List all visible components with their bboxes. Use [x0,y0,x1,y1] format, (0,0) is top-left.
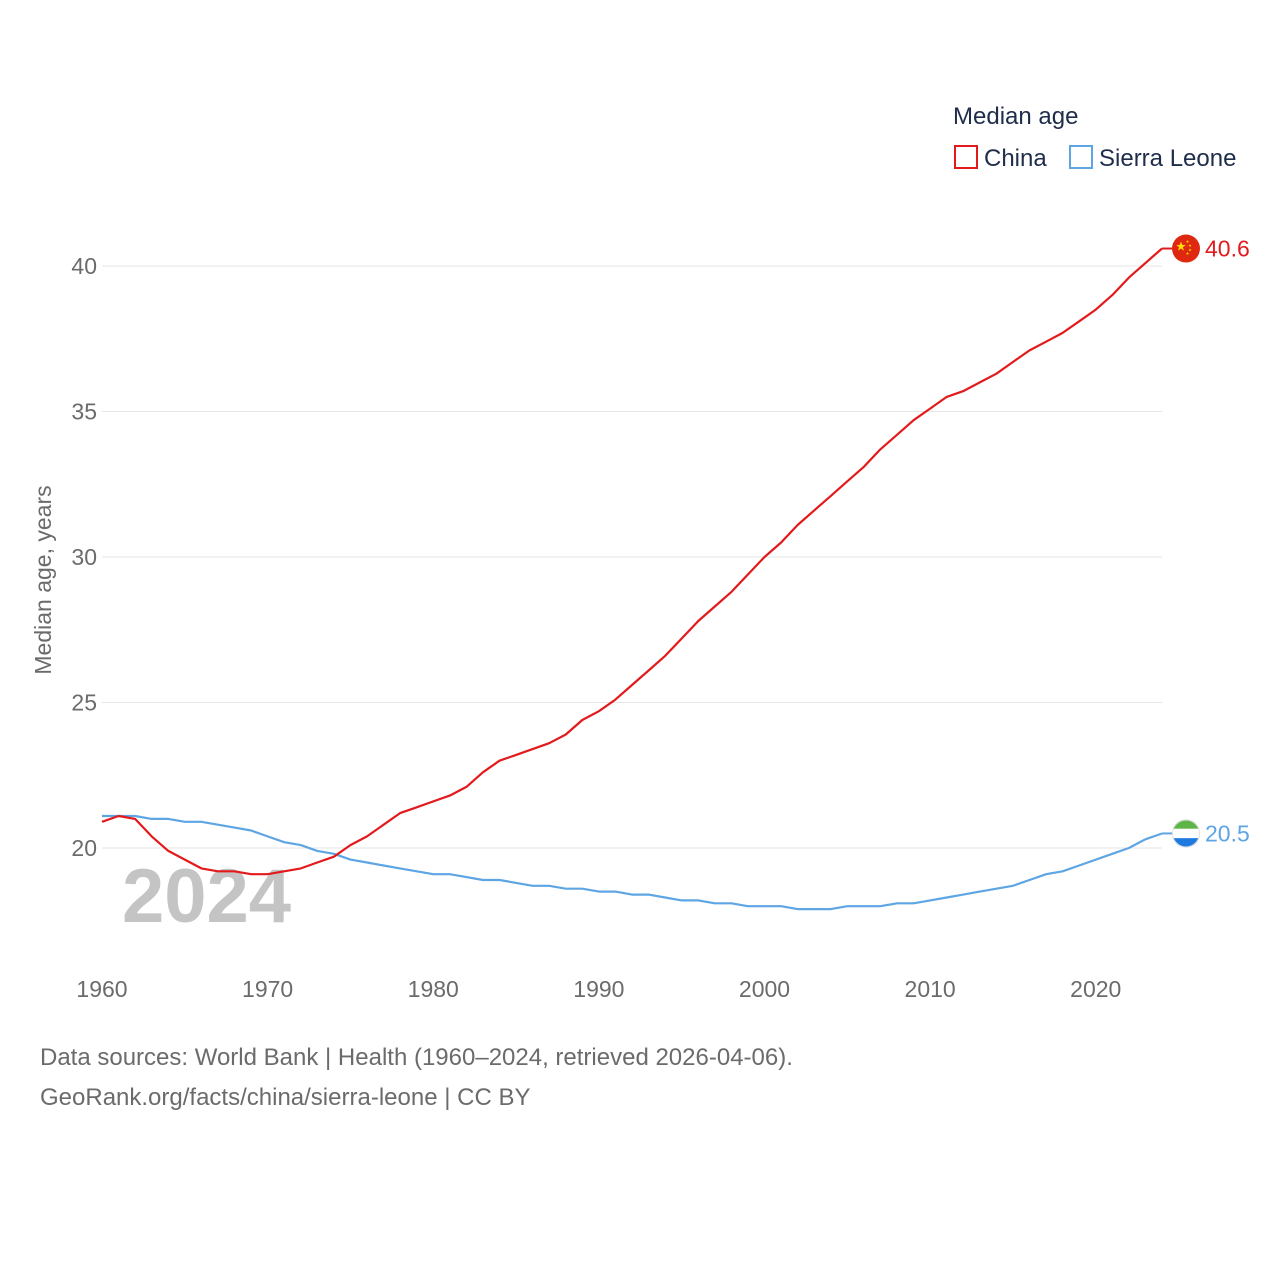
legend-label-china: China [984,145,1047,172]
legend-title: Median age [953,103,1078,130]
series-line-sierra-leone[interactable] [102,814,1163,911]
x-tick-label-1960: 1960 [76,976,127,1002]
sierra-leone-flag-icon [1172,819,1200,848]
legend-item-china[interactable]: China [954,145,1047,172]
x-axis-ticks: 1960 1970 1980 1990 2000 2010 2020 [76,976,1121,1002]
x-tick-label-2010: 2010 [905,976,956,1002]
y-tick-label-40: 40 [71,253,97,279]
x-tick-label-2000: 2000 [739,976,790,1002]
legend-swatch-sierra-leone [1069,145,1093,169]
footer-sources: Data sources: World Bank | Health (1960–… [40,1044,793,1071]
legend-label-sierra-leone: Sierra Leone [1099,145,1236,172]
series-lines [101,247,1163,911]
y-tick-label-35: 35 [71,399,97,425]
x-tick-label-1990: 1990 [573,976,624,1002]
x-tick-label-2020: 2020 [1070,976,1121,1002]
y-tick-label-20: 20 [71,835,97,861]
grid-lines [102,265,1162,849]
y-axis-ticks: 20 25 30 35 40 [71,253,97,861]
year-watermark: 2024 [122,854,291,939]
footer-link[interactable]: GeoRank.org/facts/china/sierra-leone | C… [40,1084,531,1111]
y-tick-label-30: 30 [71,544,97,570]
y-axis-title: Median age, years [30,485,56,674]
x-tick-label-1970: 1970 [242,976,293,1002]
china-flag-icon [1172,234,1200,263]
end-label-sierra-leone: 20.5 [1205,820,1250,846]
y-tick-label-25: 25 [71,690,97,716]
legend-item-sierra-leone[interactable]: Sierra Leone [1069,145,1236,172]
legend: Median age China Sierra Leone [953,103,1236,172]
series-line-china[interactable] [101,247,1163,876]
x-tick-label-1980: 1980 [408,976,459,1002]
legend-swatch-china [954,145,978,169]
series-end-markers: 20.5 40.6 [1162,234,1250,848]
end-label-china: 40.6 [1205,236,1250,262]
